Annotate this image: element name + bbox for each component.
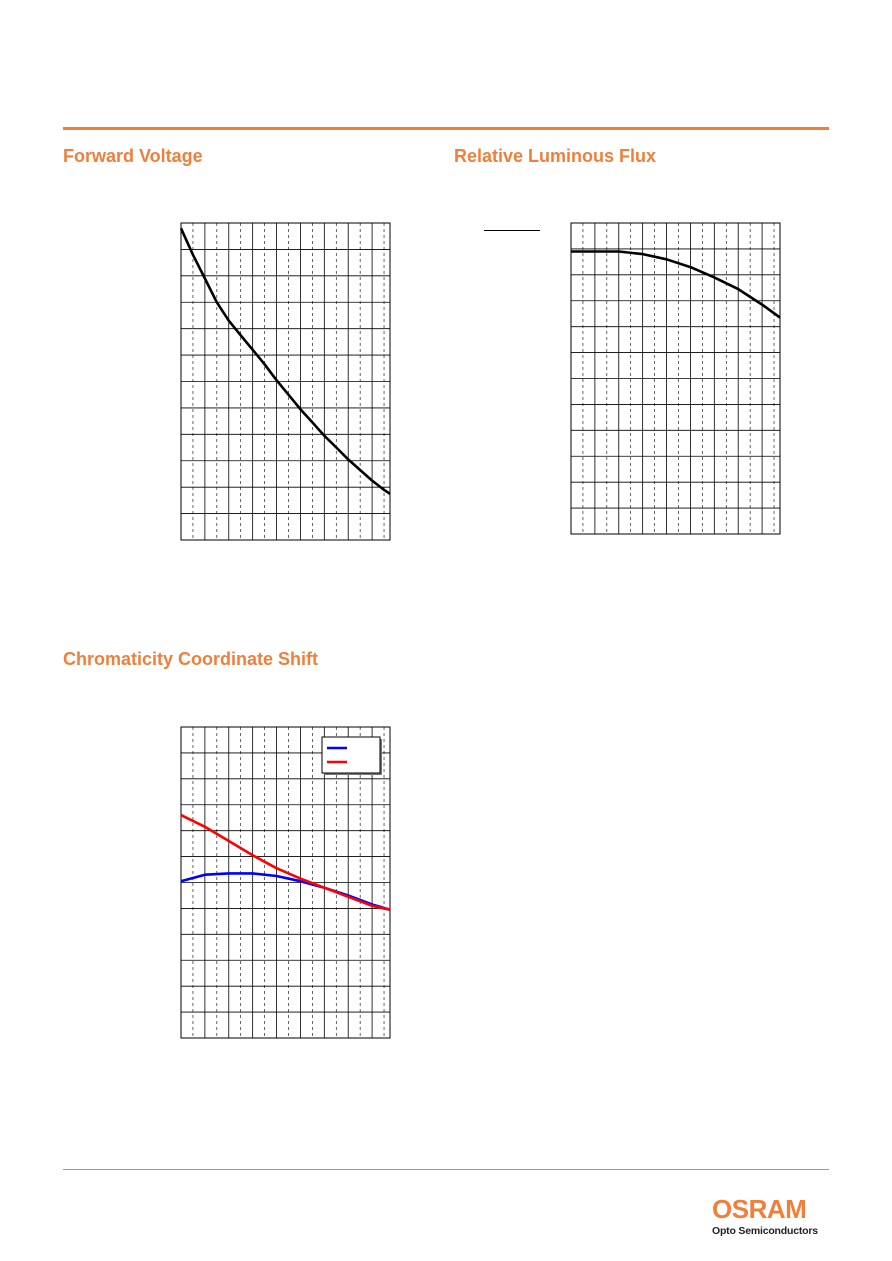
- series-line-2: [180, 813, 391, 911]
- plot-frame: [570, 222, 781, 535]
- grid: [181, 727, 390, 1038]
- legend: [321, 736, 382, 775]
- grid: [571, 223, 780, 534]
- footer-rule: [63, 1169, 829, 1170]
- series-line-1: [571, 250, 781, 319]
- chromaticity-shift-chart: [180, 726, 391, 1039]
- osram-logo: OSRAM Opto Semiconductors: [712, 1195, 830, 1237]
- legend-box: [321, 736, 381, 774]
- series-line-1: [179, 227, 391, 495]
- logo-wordmark: OSRAM: [712, 1194, 807, 1224]
- forward-voltage-title: Forward Voltage: [63, 146, 203, 166]
- plot-frame: [180, 726, 391, 1039]
- axis-title-rule: [484, 230, 540, 231]
- grid: [181, 223, 390, 540]
- forward-voltage-chart: [179, 222, 391, 541]
- chromaticity-shift-title: Chromaticity Coordinate Shift: [63, 649, 319, 669]
- logo-tagline: Opto Semiconductors: [712, 1225, 818, 1237]
- relative-luminous-flux-chart: [570, 222, 781, 535]
- series-line-1: [180, 872, 391, 911]
- header-rule: [63, 127, 829, 130]
- relative-luminous-flux-title: Relative Luminous Flux: [454, 146, 657, 166]
- plot-frame: [180, 222, 391, 541]
